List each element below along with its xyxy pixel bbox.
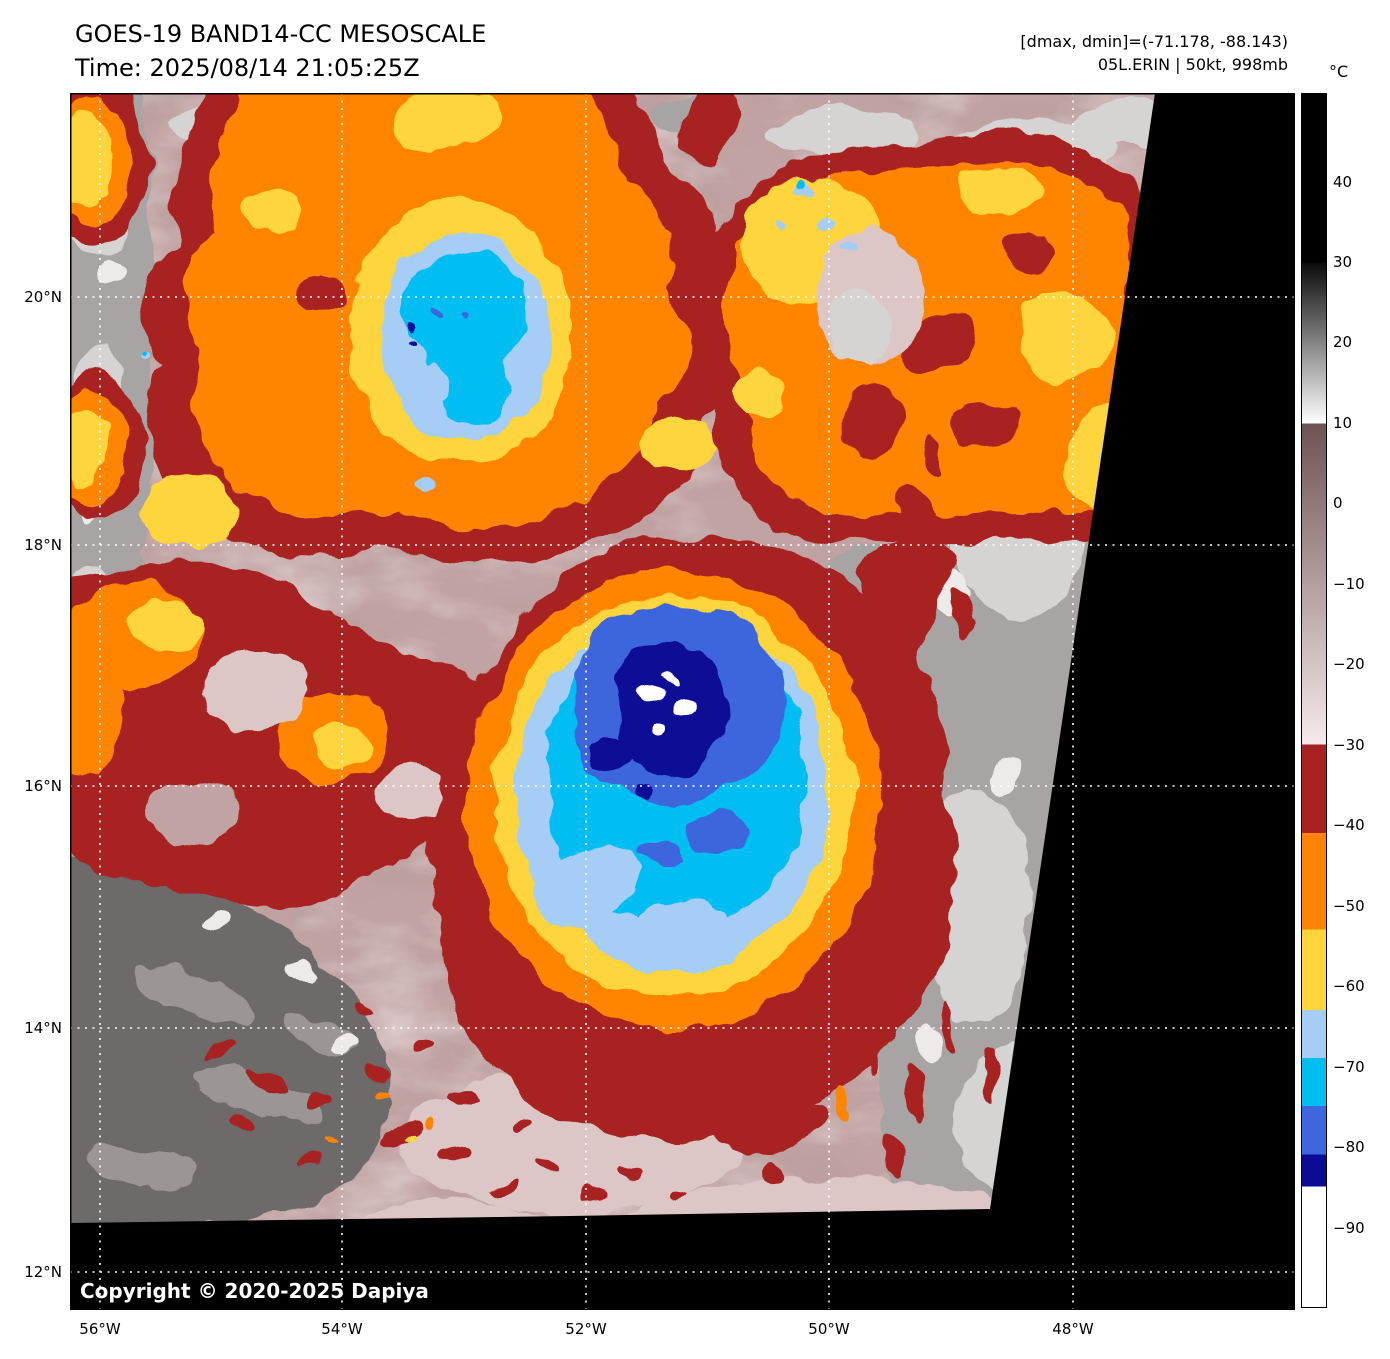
colorbar-tick-label: −70 <box>1333 1058 1365 1076</box>
latitude-label: 14°N <box>0 1019 62 1037</box>
coldest-cloud-tops <box>635 683 661 703</box>
latitude-label: 12°N <box>0 1263 62 1281</box>
longitude-label: 52°W <box>541 1320 631 1338</box>
colorbar-tick-label: 30 <box>1333 253 1352 271</box>
latitude-label: 20°N <box>0 288 62 306</box>
longitude-label: 48°W <box>1028 1320 1118 1338</box>
timestamp: Time: 2025/08/14 21:05:25Z <box>75 54 420 82</box>
colorbar-tick-label: 20 <box>1333 333 1352 351</box>
colorbar-tick-label: −20 <box>1333 655 1365 673</box>
longitude-label: 54°W <box>297 1320 387 1338</box>
colorbar-tick-label: −50 <box>1333 897 1365 915</box>
colorbar-tick-label: 10 <box>1333 414 1352 432</box>
latitude-label: 18°N <box>0 536 62 554</box>
colorbar-tick-label: −90 <box>1333 1219 1365 1237</box>
colorbar-tick-label: −80 <box>1333 1138 1365 1156</box>
copyright-banner: Copyright © 2020-2025 Dapiya <box>80 1279 429 1303</box>
colorbar-tick-label: 0 <box>1333 494 1343 512</box>
latitude-label: 16°N <box>0 777 62 795</box>
satellite-viewer: GOES-19 BAND14-CC MESOSCALE Time: 2025/0… <box>0 0 1390 1359</box>
colorbar-tick-label: −60 <box>1333 977 1365 995</box>
colorbar-tick-label: −40 <box>1333 816 1365 834</box>
dmax-dmin-readout: [dmax, dmin]=(-71.178, -88.143) <box>1020 32 1288 51</box>
colorbar-tick-label: 40 <box>1333 173 1352 191</box>
storm-info: 05L.ERIN | 50kt, 998mb <box>1098 55 1288 74</box>
page-title: GOES-19 BAND14-CC MESOSCALE <box>75 20 486 48</box>
satellite-image <box>70 93 1295 1310</box>
satellite-map: Copyright © 2020-2025 Dapiya <box>70 93 1295 1310</box>
colorbar-tick-label: −30 <box>1333 736 1365 754</box>
colorbar-unit-label: °C <box>1329 62 1348 81</box>
longitude-label: 50°W <box>784 1320 874 1338</box>
colorbar-tick-label: −10 <box>1333 575 1365 593</box>
longitude-label: 56°W <box>55 1320 145 1338</box>
temperature-colorbar <box>1301 93 1327 1308</box>
